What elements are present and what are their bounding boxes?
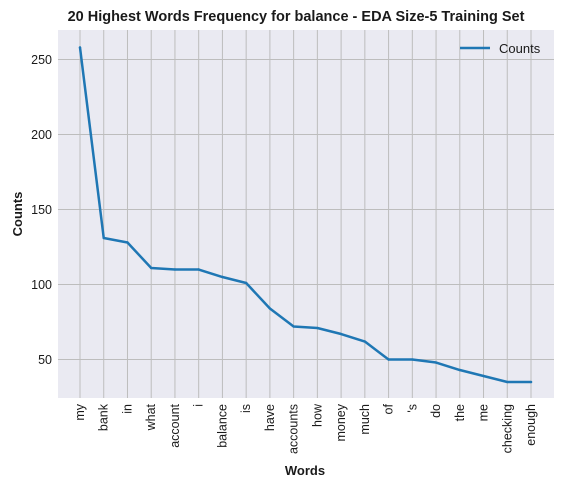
x-tick-labels: my bank in what account i balance is have account… xyxy=(73,403,538,454)
data-point xyxy=(221,275,224,279)
data-point xyxy=(150,266,153,270)
data-point xyxy=(244,281,248,285)
data-point xyxy=(458,368,461,372)
data-point xyxy=(316,326,319,330)
data-point xyxy=(529,380,533,384)
data-point xyxy=(387,358,390,361)
x-tick-label: 's xyxy=(405,404,419,413)
series-layer xyxy=(78,46,533,384)
x-tick-label: balance xyxy=(215,404,229,448)
x-tick-label: my xyxy=(73,403,87,420)
x-tick-label: in xyxy=(120,404,134,414)
x-tick-label: much xyxy=(358,404,372,435)
y-tick-label: 250 xyxy=(31,53,52,67)
x-tick-label: bank xyxy=(97,403,111,431)
x-tick-label: enough xyxy=(524,404,538,446)
x-tick-label: do xyxy=(429,404,443,418)
y-tick-label: 100 xyxy=(31,278,52,292)
series-line xyxy=(78,46,533,384)
y-tick-label: 150 xyxy=(31,203,52,217)
x-tick-label: i xyxy=(192,404,206,407)
x-tick-label: of xyxy=(382,403,396,414)
data-point xyxy=(363,340,367,343)
y-axis-label: Counts xyxy=(10,192,25,237)
x-tick-label: is xyxy=(239,404,253,413)
grid-lines xyxy=(58,30,554,398)
data-point xyxy=(482,374,485,378)
data-point xyxy=(411,358,414,361)
data-point xyxy=(268,307,272,310)
data-point xyxy=(339,332,343,336)
x-tick-label: have xyxy=(263,404,277,431)
legend: Counts xyxy=(460,41,541,56)
plot-area xyxy=(58,30,554,398)
x-axis-label: Words xyxy=(285,463,325,478)
data-point xyxy=(173,268,177,271)
x-tick-label: money xyxy=(334,403,348,441)
y-tick-labels: 50 100 150 200 250 xyxy=(31,53,52,367)
data-point xyxy=(506,380,509,384)
y-tick-label: 50 xyxy=(38,353,52,367)
chart-title: 20 Highest Words Frequency for balance -… xyxy=(68,9,525,25)
data-point xyxy=(126,241,129,244)
x-tick-label: the xyxy=(453,404,467,421)
x-tick-label: me xyxy=(477,404,491,421)
legend-label: Counts xyxy=(499,41,541,56)
x-tick-label: what xyxy=(144,403,158,431)
data-point xyxy=(292,325,295,328)
x-tick-label: account xyxy=(168,403,182,447)
data-point xyxy=(102,236,105,240)
x-tick-label: accounts xyxy=(287,404,301,454)
x-tick-label: checking xyxy=(500,404,514,453)
data-point xyxy=(78,46,82,49)
y-tick-label: 200 xyxy=(31,128,52,142)
x-tick-label: how xyxy=(310,403,324,427)
data-point xyxy=(197,268,200,271)
data-point xyxy=(434,361,438,364)
